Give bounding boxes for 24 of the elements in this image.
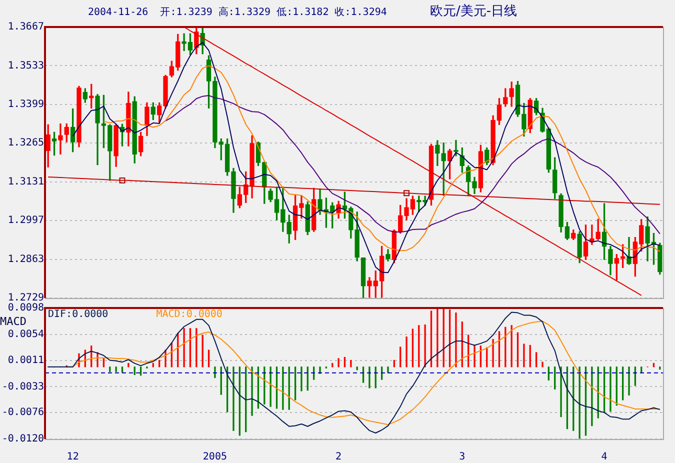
- y-tick-label: 0.0098: [8, 302, 44, 314]
- series-label: MACD:0.0000: [156, 309, 222, 320]
- y-tick-label: -0.0120: [2, 434, 44, 445]
- y-tick-label: 1.2997: [8, 215, 44, 226]
- y-tick-label: 1.3533: [8, 60, 44, 72]
- chart-title: 欧元/美元-日线: [430, 3, 518, 20]
- x-tick-label: 3: [459, 452, 466, 463]
- y-tick-label: -0.0076: [2, 407, 44, 418]
- text: DIF:0.0000: [48, 309, 108, 320]
- x-tick-label: 2005: [202, 452, 227, 463]
- y-tick-label: 1.3399: [8, 99, 44, 110]
- y-tick-label: 1.3131: [8, 176, 44, 188]
- y-tick-label: 1.3265: [8, 138, 44, 149]
- y-tick-label: 0.0054: [8, 329, 44, 340]
- y-axis-title: MACD: [0, 315, 26, 328]
- x-tick-label: 4: [601, 452, 608, 463]
- y-tick-label: -0.0033: [2, 381, 44, 392]
- y-tick-label: 1.2729: [8, 292, 44, 304]
- y-tick-label: 1.2863: [8, 254, 44, 265]
- y-tick-label: 1.3667: [8, 22, 44, 33]
- x-tick-label: 2: [336, 452, 342, 463]
- x-tick-label: 12: [66, 452, 79, 463]
- chart-subtitle: 2004-11-26 开:1.3239 高:1.3329 低:1.3182 收:1.3294: [88, 6, 387, 19]
- y-tick-label: 0.0011: [8, 354, 44, 366]
